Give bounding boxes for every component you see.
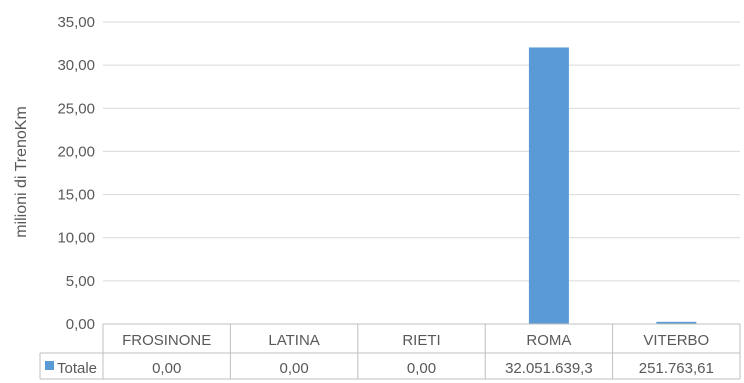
- bar-viterbo: [656, 321, 697, 324]
- category-label: ROMA: [526, 332, 571, 349]
- legend-key: [45, 361, 54, 370]
- category-label: VITERBO: [643, 332, 709, 349]
- y-tick-label: 35,00: [57, 14, 95, 31]
- category-label: FROSINONE: [122, 332, 211, 349]
- legend-label: Totale: [57, 360, 97, 377]
- y-axis-label: milioni di TrenoKm: [13, 106, 30, 238]
- value-label: 0,00: [279, 360, 308, 377]
- y-tick-label: 5,00: [66, 273, 95, 290]
- gridlines: [103, 21, 740, 282]
- y-tick-label: 20,00: [57, 143, 95, 160]
- value-label: 0,00: [407, 360, 436, 377]
- value-label: 32.051.639,3: [505, 360, 593, 377]
- data-table: FROSINONE 0,00 LATINA 0,00 RIETI 0,00 ROMA 32.0…: [39, 323, 741, 380]
- y-tick-labels: 0,00 5,00 10,00 15,00 20,00 25,00 30,00 35,00: [57, 14, 95, 333]
- bars: [528, 47, 697, 325]
- category-label: LATINA: [268, 332, 319, 349]
- category-label: RIETI: [402, 332, 440, 349]
- y-tick-label: 15,00: [57, 187, 95, 204]
- y-tick-label: 0,00: [66, 316, 95, 333]
- y-tick-label: 30,00: [57, 57, 95, 74]
- bar-roma: [528, 47, 569, 325]
- y-tick-label: 25,00: [57, 100, 95, 117]
- value-label: 251.763,61: [639, 360, 714, 377]
- y-tick-label: 10,00: [57, 230, 95, 247]
- value-label: 0,00: [152, 360, 181, 377]
